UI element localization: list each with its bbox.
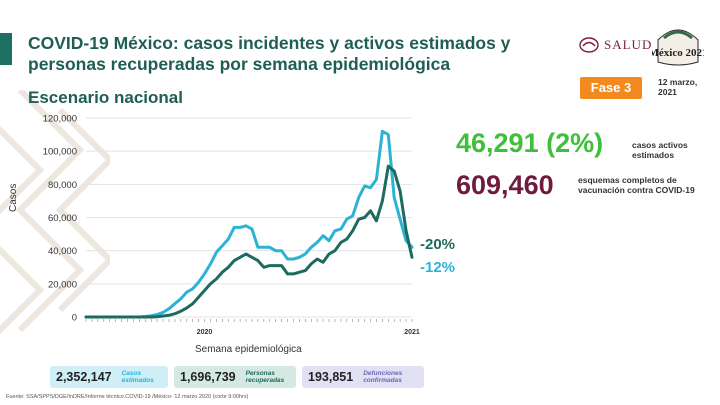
y-tick-label: 60,000 — [48, 213, 77, 224]
green-change-label: -12% — [420, 259, 456, 276]
seal-text: México 2021 — [652, 47, 704, 59]
vacc-label-line-2: vacunación contra COVID-19 — [578, 185, 695, 195]
chart-series — [84, 129, 414, 319]
fase-badge: Fase 3 — [580, 77, 642, 99]
year-label: 2020 — [197, 329, 213, 336]
eagle-icon — [579, 37, 599, 53]
estimated-cases-value: 2,352,147 — [56, 370, 112, 384]
date-line-1: 12 marzo, — [658, 77, 698, 87]
y-tick-label: 80,000 — [48, 180, 77, 191]
vaccination-value: 609,460 — [456, 170, 554, 200]
vacc-label-line-1: esquemas completos de — [578, 175, 677, 185]
deaths-box: 193,851 Defunciones confirmadas — [302, 366, 424, 388]
y-tick-label: 120,000 — [43, 114, 77, 125]
deaths-label-1: Defunciones — [363, 369, 403, 377]
date-line-2: 2021 — [658, 87, 677, 97]
recovered-label-1: Personas — [245, 369, 275, 377]
y-tick-label: 0 — [72, 313, 77, 324]
vaccination-label: esquemas completos de vacunación contra … — [578, 175, 695, 195]
cyan-change-label: -20% — [420, 236, 456, 253]
x-axis-ticks — [85, 319, 413, 322]
mexico-2021-seal: México 2021 — [652, 29, 704, 66]
active-cases-value: 46,291 (2%) — [456, 128, 604, 158]
x-axis-label: Semana epidemiológica — [195, 344, 302, 355]
y-axis-label: Casos — [8, 183, 19, 212]
y-tick-label: 100,000 — [43, 147, 77, 158]
active-cases-label: casos activos estimados — [632, 140, 688, 160]
recovered-value: 1,696,739 — [180, 370, 236, 384]
report-date: 12 marzo, 2021 — [658, 77, 697, 97]
year-labels: 2020 2021 — [197, 329, 420, 336]
estimated-cases-label-2: estimados — [121, 377, 154, 384]
active-label-line-1: casos activos — [632, 140, 688, 150]
source-note: Fuente: SSA/SPPS/DGE/InDRE/Informe técni… — [6, 394, 249, 400]
decorative-pattern — [0, 90, 110, 335]
active-label-line-2: estimados — [632, 150, 675, 160]
y-axis-ticks: 0 20,000 40,000 60,000 80,000 100,000 120,000 — [43, 114, 77, 324]
y-tick-label: 40,000 — [48, 246, 77, 257]
series-line-green — [84, 164, 414, 319]
deaths-label: Defunciones confirmadas — [363, 370, 402, 385]
estimated-cases-label: Casos estimados — [122, 370, 154, 385]
deaths-value: 193,851 — [308, 370, 354, 384]
page-subtitle: Escenario nacional — [28, 88, 183, 107]
series-line-cyan — [84, 129, 414, 319]
title-accent-bar — [0, 33, 12, 65]
estimated-cases-box: 2,352,147 Casos estimados — [50, 366, 168, 388]
recovered-box: 1,696,739 Personas recuperadas — [174, 366, 296, 388]
recovered-label: Personas recuperadas — [246, 370, 285, 385]
recovered-label-2: recuperadas — [245, 377, 285, 384]
estimated-cases-label-1: Casos — [121, 369, 142, 377]
salud-logo-text: SALUD — [604, 37, 653, 52]
y-tick-label: 20,000 — [48, 279, 77, 290]
year-label: 2021 — [404, 329, 420, 336]
deaths-label-2: confirmadas — [363, 377, 402, 384]
page-title: COVID-19 México: casos incidentes y acti… — [28, 33, 511, 74]
salud-logo: SALUD — [578, 36, 652, 54]
